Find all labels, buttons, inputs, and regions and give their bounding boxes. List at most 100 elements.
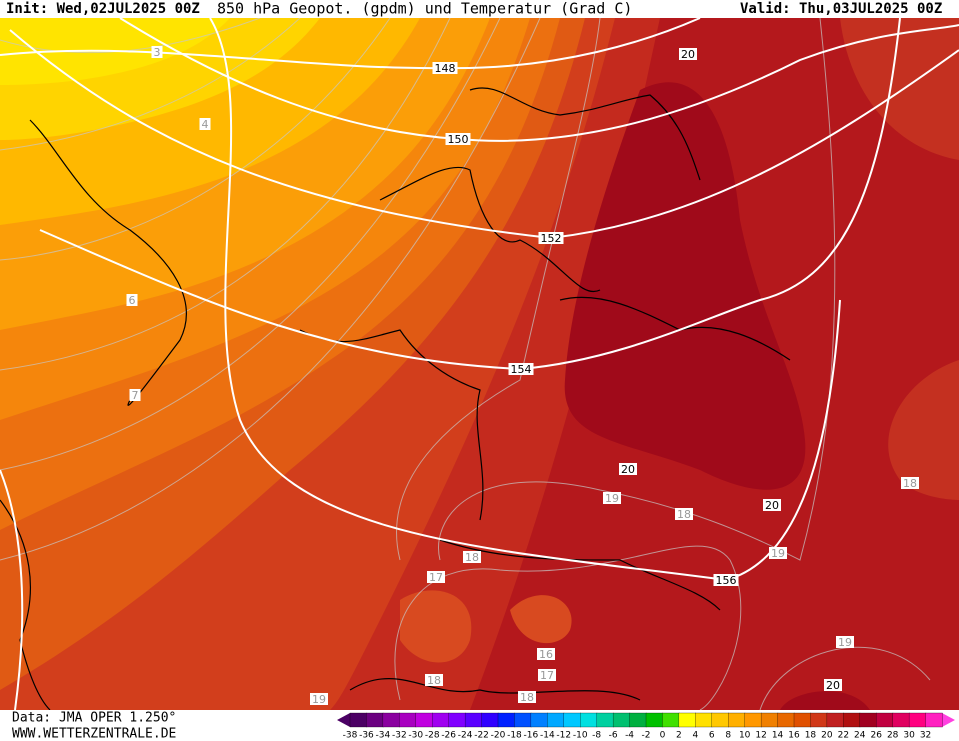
contour-label: 20: [826, 679, 840, 692]
contour-label: 154: [511, 363, 532, 376]
colorbar-swatch: [645, 712, 664, 728]
colorbar-label: -12: [556, 731, 571, 741]
contour-label: 17: [540, 669, 554, 682]
label-box: [518, 691, 536, 703]
colorbar-swatch: [366, 712, 384, 728]
colorbar-swatch: [876, 712, 894, 728]
contour-label: 17: [429, 571, 443, 584]
valid-time: Valid: Thu,03JUL2025 00Z: [740, 1, 942, 17]
temp-field: [888, 360, 959, 500]
colorbar-swatch: [481, 712, 499, 728]
colorbar-label: -18: [507, 731, 522, 741]
colorbar-label: 22: [838, 731, 849, 741]
label-box: [463, 551, 481, 563]
contour-label: 16: [539, 648, 553, 661]
label-box: [763, 499, 781, 511]
contour-label: 152: [541, 232, 562, 245]
colorbar-label: 14: [772, 731, 784, 741]
label-box: [310, 693, 328, 705]
colorbar-label: -2: [642, 731, 651, 741]
colorbar-swatch: [448, 712, 466, 728]
colorbar-arrow: [942, 713, 955, 727]
contour-labels: 148 150 152 154 156 3 4 6 7 20 20 20 19 18 19 18 18 17 16 1…: [126, 46, 919, 706]
colorbar-label: -24: [458, 731, 473, 741]
colorbar-label: 12: [755, 731, 766, 741]
contour-label: 156: [716, 574, 737, 587]
contour-label: 7: [132, 389, 139, 402]
label-box: [679, 48, 697, 60]
colorbar-swatch: [859, 712, 877, 728]
colorbar-label: -30: [408, 731, 423, 741]
label-box: [199, 118, 211, 130]
colorbar-swatch: [777, 712, 795, 728]
colorbar-swatch: [432, 712, 450, 728]
colorbar-label: -10: [573, 731, 588, 741]
label-box: [538, 669, 556, 681]
colorbar-label: -34: [376, 731, 391, 741]
colorbar: -38 -36 -34 -32 -30 -28 -26 -24 -22 -20 -18 -16 -14-…: [337, 712, 955, 741]
label-box: [425, 674, 443, 686]
colorbar-swatch: [892, 712, 910, 728]
colorbar-label: 18: [805, 731, 817, 741]
label-box: [126, 294, 138, 306]
colorbar-label: 32: [920, 731, 931, 741]
colorbar-swatch: [629, 712, 647, 728]
init-time: Init: Wed,02JUL2025 00Z: [6, 1, 200, 17]
colorbar-swatch: [744, 712, 762, 728]
colorbar-label: -22: [474, 731, 489, 741]
contour-label: 18: [903, 477, 917, 490]
isohypses: [0, 18, 959, 710]
colorbar-label: -14: [540, 731, 555, 741]
temp-field: [400, 590, 472, 663]
colorbar-swatch: [793, 712, 812, 728]
label-box: [427, 571, 445, 583]
contour-label: 19: [312, 693, 326, 706]
label-box: [619, 463, 637, 475]
contour-label: 19: [838, 636, 852, 649]
contour-label: 18: [677, 508, 691, 521]
warm-core: [780, 691, 870, 710]
colorbar-label: 20: [821, 731, 833, 741]
colorbar-label: -38: [343, 731, 358, 741]
data-source: Data: JMA OPER 1.250°: [12, 711, 176, 726]
colorbar-swatch: [382, 712, 400, 728]
colorbar-label: 26: [870, 731, 882, 741]
colorbar-swatch: [843, 712, 861, 728]
colorbar-label: 6: [709, 731, 715, 741]
colorbar-swatch: [678, 712, 696, 728]
contour-label: 20: [681, 48, 695, 61]
label-box: [129, 389, 141, 401]
label-box: [537, 648, 555, 660]
colorbar-swatch: [563, 712, 581, 728]
colorbar-swatch: [580, 712, 598, 728]
contour-label: 18: [520, 691, 534, 704]
contour-label: 4: [202, 118, 209, 131]
colorbar-label: 10: [739, 731, 751, 741]
contour-label: 19: [605, 492, 619, 505]
map-title: 850 hPa Geopot. (gpdm) und Temperatur (G…: [217, 0, 632, 18]
colorbar-label: -26: [441, 731, 456, 741]
colorbar-swatch: [711, 712, 729, 728]
colorbar-label: 24: [854, 731, 866, 741]
colorbar-swatch: [596, 712, 614, 728]
colorbar-label: -36: [359, 731, 374, 741]
colorbar-label: 4: [692, 731, 698, 741]
label-box: [538, 232, 564, 244]
colorbar-label: -4: [625, 731, 634, 741]
colorbar-swatch: [728, 712, 746, 728]
colorbar-swatch: [530, 712, 548, 728]
colorbar-label: 28: [887, 731, 899, 741]
contour-label: 18: [427, 674, 441, 687]
contour-label: 150: [448, 133, 469, 146]
colorbar-label: -28: [425, 731, 440, 741]
map: [0, 18, 959, 710]
colorbar-swatch: [662, 712, 680, 728]
colorbar-label: -6: [609, 731, 618, 741]
label-box: [675, 508, 693, 520]
contour-label: 3: [154, 46, 161, 59]
website: WWW.WETTERZENTRALE.DE: [12, 727, 176, 741]
temp-field: [840, 18, 959, 160]
colorbar-swatch: [464, 712, 483, 728]
colorbar-label: -32: [392, 731, 407, 741]
